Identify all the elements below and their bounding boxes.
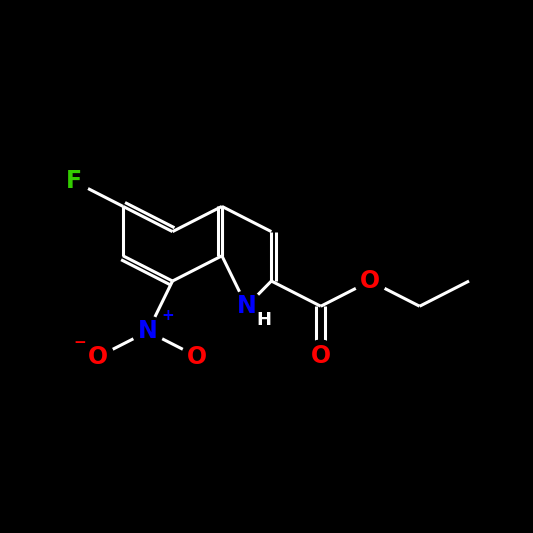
Text: O: O <box>187 345 207 369</box>
Circle shape <box>182 341 213 372</box>
Circle shape <box>83 341 114 372</box>
Circle shape <box>132 316 163 347</box>
Circle shape <box>305 340 336 371</box>
Text: O: O <box>88 345 108 369</box>
Text: N: N <box>237 294 256 318</box>
Text: N: N <box>138 319 158 343</box>
Text: F: F <box>66 169 82 193</box>
Text: −: − <box>74 335 86 350</box>
Text: O: O <box>360 269 380 293</box>
Circle shape <box>354 265 386 296</box>
Text: O: O <box>311 344 331 368</box>
Circle shape <box>231 290 262 322</box>
Text: +: + <box>161 309 174 324</box>
Circle shape <box>58 166 89 197</box>
Text: H: H <box>256 311 271 329</box>
